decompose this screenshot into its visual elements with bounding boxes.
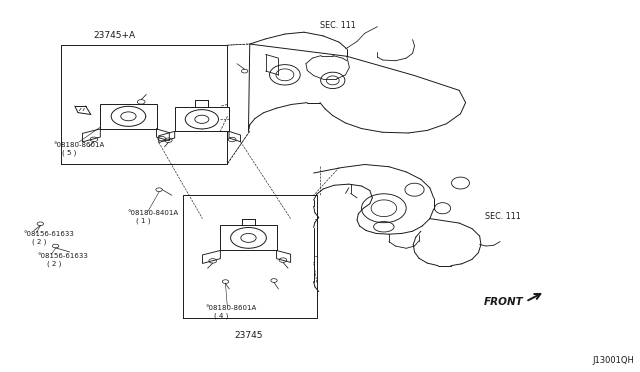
Text: J13001QH: J13001QH xyxy=(593,356,634,365)
Text: °08180-8601A
    ( 4 ): °08180-8601A ( 4 ) xyxy=(205,305,256,319)
Circle shape xyxy=(230,228,266,248)
Polygon shape xyxy=(100,104,157,129)
Text: °08180-8401A
    ( 1 ): °08180-8401A ( 1 ) xyxy=(127,210,179,224)
Text: SEC. 111: SEC. 111 xyxy=(484,212,520,221)
Polygon shape xyxy=(175,107,229,131)
Text: 23745: 23745 xyxy=(234,331,263,340)
Text: °08156-61633
    ( 2 ): °08156-61633 ( 2 ) xyxy=(38,253,88,267)
Text: SEC. 111: SEC. 111 xyxy=(320,21,356,30)
Text: °08156-61633
    ( 2 ): °08156-61633 ( 2 ) xyxy=(23,231,74,245)
Text: °08180-8601A
    ( 5 ): °08180-8601A ( 5 ) xyxy=(53,142,104,156)
Text: FRONT: FRONT xyxy=(483,296,523,307)
Polygon shape xyxy=(220,225,276,250)
Text: 23745+A: 23745+A xyxy=(93,31,136,39)
Circle shape xyxy=(185,110,218,129)
Circle shape xyxy=(111,106,146,126)
